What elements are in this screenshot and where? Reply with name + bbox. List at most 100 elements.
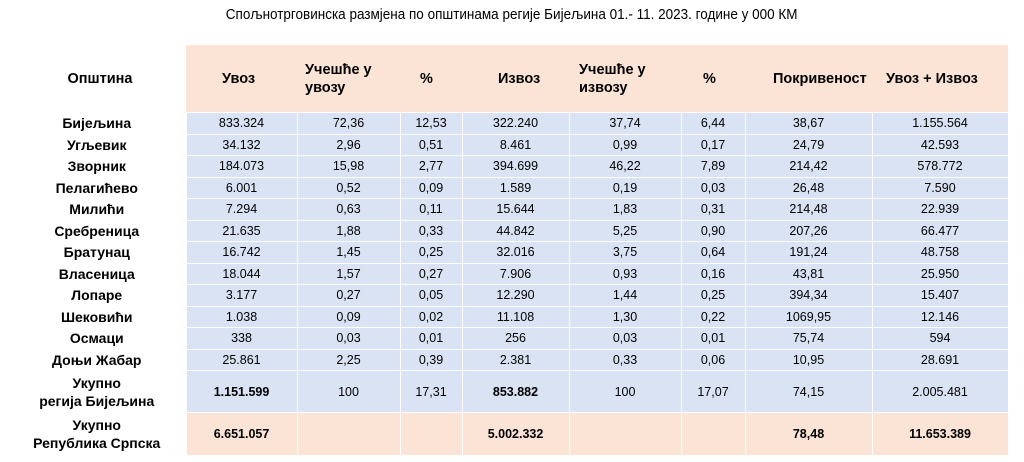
cell-import-share: 2,96	[296, 133, 401, 156]
cell-export-share: 0,99	[568, 133, 682, 156]
cell-import-share	[296, 412, 401, 456]
cell-import-share: 2,25	[296, 348, 401, 371]
header-export-pct: %	[681, 45, 745, 113]
cell-export-share: 0,93	[568, 262, 682, 285]
cell-imports: 184.073	[185, 155, 298, 178]
rs-total-label: Укупно Република Српска	[8, 412, 186, 456]
header-export-share: Учешће у извозу	[569, 45, 681, 113]
cell-coverage: 75,74	[744, 327, 873, 350]
header-import-share: Учешће у увозу	[297, 45, 400, 113]
cell-import-share: 0,63	[296, 198, 401, 221]
municipality-name: Осмаци	[8, 327, 186, 349]
cell-export-pct: 0,06	[680, 348, 746, 371]
cell-exports: 256	[461, 327, 570, 350]
region-total-label: Укупно регија Бијељина	[8, 370, 186, 413]
cell-import-share: 100	[296, 370, 401, 413]
cell-exports: 12.290	[461, 284, 570, 307]
cell-imports: 338	[185, 327, 298, 350]
cell-export-share: 1,30	[568, 305, 682, 328]
municipality-name: Власеница	[8, 263, 186, 285]
cell-import-share: 15,98	[296, 155, 401, 178]
municipality-name: Угљевик	[8, 134, 186, 156]
cell-total: 1.155.564	[871, 112, 1009, 135]
cell-export-share: 0,03	[568, 327, 682, 350]
cell-export-pct: 17,07	[680, 370, 746, 413]
cell-imports: 1.038	[185, 305, 298, 328]
cell-total: 578.772	[871, 155, 1009, 178]
cell-imports: 6.651.057	[185, 412, 298, 456]
cell-exports: 2.381	[461, 348, 570, 371]
cell-coverage: 38,67	[744, 112, 873, 135]
cell-export-pct: 0,01	[680, 327, 746, 350]
cell-total: 22.939	[871, 198, 1009, 221]
table-row: Угљевик 34.132 2,96 0,51 8.461 0,99 0,17 24,79 4…	[8, 133, 1009, 156]
table-row: Бијељина 833.324 72,36 12,53 322.240 37,74 6,4…	[8, 112, 1009, 135]
cell-imports: 6.001	[185, 176, 298, 199]
cell-total: 66.477	[871, 219, 1009, 242]
table-row: Милићи 7.294 0,63 0,11 15.644 1,83 0,31 214,48 2…	[8, 198, 1009, 221]
cell-import-share: 0,09	[296, 305, 401, 328]
cell-import-pct: 17,31	[399, 370, 463, 413]
cell-coverage: 26,48	[744, 176, 873, 199]
cell-coverage: 207,26	[744, 219, 873, 242]
table-row: Осмаци 338 0,03 0,01 256 0,03 0,01 75,74 594	[8, 327, 1009, 350]
cell-exports: 853.882	[461, 370, 570, 413]
cell-exports: 322.240	[461, 112, 570, 135]
cell-export-share: 3,75	[568, 241, 682, 264]
cell-exports: 44.842	[461, 219, 570, 242]
cell-coverage: 74,15	[744, 370, 873, 413]
municipality-name: Зворник	[8, 155, 186, 177]
cell-total: 594	[871, 327, 1009, 350]
header-coverage: Покривеност	[745, 45, 872, 113]
table-row: Власеница 18.044 1,57 0,27 7.906 0,93 0,16 43,8…	[8, 262, 1009, 285]
municipality-name: Сребреница	[8, 220, 186, 242]
cell-export-share: 0,19	[568, 176, 682, 199]
cell-export-pct: 0,17	[680, 133, 746, 156]
cell-imports: 16.742	[185, 241, 298, 264]
cell-import-pct	[399, 412, 463, 456]
cell-export-share: 1,44	[568, 284, 682, 307]
cell-imports: 833.324	[185, 112, 298, 135]
cell-total: 7.590	[871, 176, 1009, 199]
municipality-name: Пелагићево	[8, 177, 186, 199]
cell-imports: 34.132	[185, 133, 298, 156]
cell-export-share: 1,83	[568, 198, 682, 221]
cell-imports: 3.177	[185, 284, 298, 307]
cell-export-share	[568, 412, 682, 456]
municipality-name: Милићи	[8, 198, 186, 220]
cell-export-share: 37,74	[568, 112, 682, 135]
cell-imports: 25.861	[185, 348, 298, 371]
cell-export-pct: 0,03	[680, 176, 746, 199]
cell-export-pct: 6,44	[680, 112, 746, 135]
cell-import-pct: 0,05	[399, 284, 463, 307]
table-row: Лопаре 3.177 0,27 0,05 12.290 1,44 0,25 394,34 1…	[8, 284, 1009, 307]
cell-import-pct: 0,39	[399, 348, 463, 371]
cell-coverage: 1069,95	[744, 305, 873, 328]
region-total-row: Укупно регија Бијељина 1.151.599 100 17,3…	[8, 370, 1009, 413]
cell-import-pct: 0,11	[399, 198, 463, 221]
table-row: Сребреница 21.635 1,88 0,33 44.842 5,25 0,90 20…	[8, 219, 1009, 242]
cell-coverage: 43,81	[744, 262, 873, 285]
cell-total: 25.950	[871, 262, 1009, 285]
table-row: Зворник 184.073 15,98 2,77 394.699 46,22 7,89 2…	[8, 155, 1009, 178]
cell-import-pct: 0,09	[399, 176, 463, 199]
cell-exports: 15.644	[461, 198, 570, 221]
cell-import-pct: 2,77	[399, 155, 463, 178]
cell-import-share: 1,45	[296, 241, 401, 264]
table-row: Шековићи 1.038 0,09 0,02 11.108 1,30 0,22 1069,…	[8, 305, 1009, 328]
table-row: Братунац 16.742 1,45 0,25 32.016 3,75 0,64 191,…	[8, 241, 1009, 264]
cell-import-share: 0,27	[296, 284, 401, 307]
cell-exports: 394.699	[461, 155, 570, 178]
table-row: Пелагићево 6.001 0,52 0,09 1.589 0,19 0,03 26,4…	[8, 176, 1009, 199]
cell-export-pct: 7,89	[680, 155, 746, 178]
cell-import-share: 0,03	[296, 327, 401, 350]
cell-import-pct: 0,27	[399, 262, 463, 285]
cell-total: 15.407	[871, 284, 1009, 307]
cell-export-share: 46,22	[568, 155, 682, 178]
cell-export-share: 0,33	[568, 348, 682, 371]
cell-coverage: 78,48	[744, 412, 873, 456]
cell-export-pct: 0,64	[680, 241, 746, 264]
cell-import-pct: 0,51	[399, 133, 463, 156]
cell-coverage: 394,34	[744, 284, 873, 307]
cell-total: 2.005.481	[871, 370, 1009, 413]
